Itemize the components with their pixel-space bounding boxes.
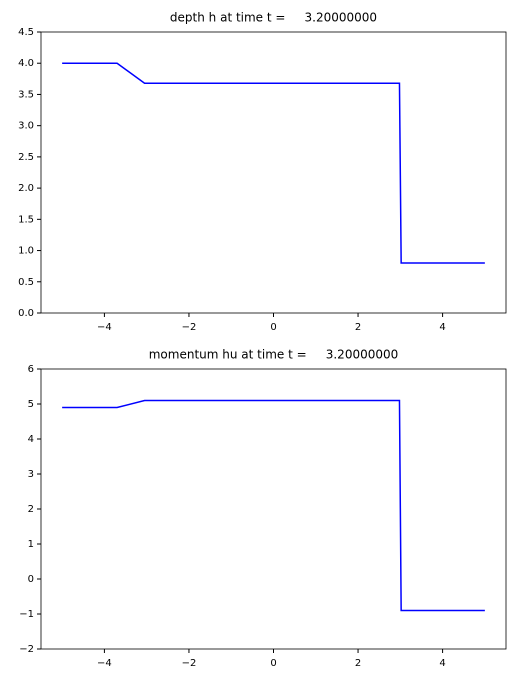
axes-frame <box>40 368 507 650</box>
y-tick-label: 1 <box>28 539 34 550</box>
y-tick-label: 6 <box>28 364 34 375</box>
x-tick-label: −4 <box>97 322 112 333</box>
y-tick-label: 1.5 <box>18 214 34 225</box>
axes-frame <box>40 31 507 314</box>
y-tick-label: −1 <box>19 609 34 620</box>
x-tick-label: −4 <box>97 658 112 669</box>
y-tick-label: 4.0 <box>18 58 34 69</box>
y-tick-label: 5 <box>28 399 34 410</box>
x-tick-label: 4 <box>439 322 445 333</box>
x-tick-label: 2 <box>355 322 361 333</box>
x-tick-label: 0 <box>270 658 276 669</box>
x-tick-label: 0 <box>270 322 276 333</box>
y-tick-label: 0 <box>28 574 34 585</box>
y-tick-label: 1.0 <box>18 246 34 257</box>
x-tick-label: −2 <box>182 658 197 669</box>
chart-title: momentum hu at time t = 3.20000000 <box>149 348 399 362</box>
y-tick-label: 0.0 <box>18 308 34 319</box>
y-tick-label: 4 <box>28 434 34 445</box>
x-tick-label: 4 <box>439 658 445 669</box>
data-line <box>62 399 485 612</box>
y-tick-label: 4.5 <box>18 27 34 38</box>
y-tick-label: 2.0 <box>18 183 34 194</box>
x-tick-label: 2 <box>355 658 361 669</box>
y-tick-label: 0.5 <box>18 277 34 288</box>
y-tick-label: 3.5 <box>18 89 34 100</box>
y-tick-label: 3.0 <box>18 121 34 132</box>
y-tick-label: −2 <box>19 644 34 655</box>
chart-title: depth h at time t = 3.20000000 <box>170 11 377 25</box>
y-tick-label: 2.5 <box>18 152 34 163</box>
x-tick-label: −2 <box>182 322 197 333</box>
y-tick-label: 3 <box>28 469 34 480</box>
y-tick-label: 2 <box>28 504 34 515</box>
data-line <box>62 62 485 264</box>
